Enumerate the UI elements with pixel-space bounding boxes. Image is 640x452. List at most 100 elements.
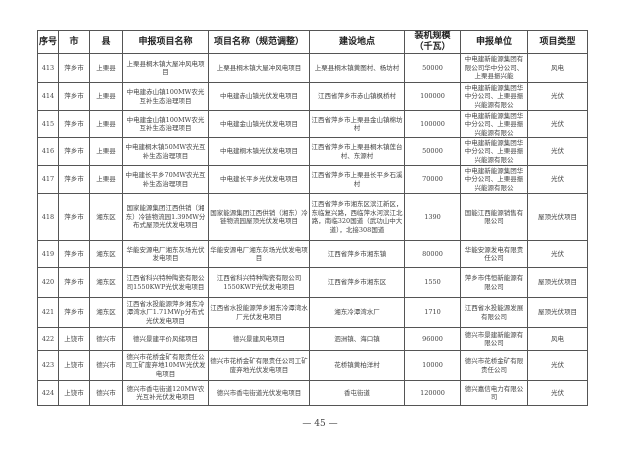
- cell-text: 50000: [422, 147, 443, 156]
- cell-text: 德兴市: [96, 334, 116, 343]
- cell-type: 屋顶光伏项目: [527, 193, 588, 241]
- cell-seq: 419: [37, 240, 59, 268]
- cell-text: 光伏: [551, 175, 564, 184]
- table-row: 421 萍乡市 湘东区 江西省水投能源萍乡湘东冷潭湾水厂1.71MWp分布式光伏发电项…: [37, 297, 588, 328]
- cell-location: 江西省萍乡市赤山镇枫桥村: [309, 82, 405, 111]
- page-number: — 45 —: [302, 419, 338, 429]
- cell-applicant: 江西省水投能源发展有限公司: [460, 297, 528, 328]
- cell-text: 光伏: [551, 361, 564, 370]
- table-row: 413 萍乡市 上栗县 上栗县桐木镇大屋冲风电项目 上栗县桐木镇大屋冲风电项目 上栗县桐木…: [37, 53, 588, 83]
- cell-applicant: 萍乡市伟恒新能源有限公司: [460, 267, 528, 298]
- cell-seq: 413: [37, 53, 59, 83]
- cell-text: 屋顶光伏项目: [538, 308, 577, 317]
- cell-text: 70000: [422, 175, 443, 184]
- cell-applicant: 德兴嘉信电力有限公司: [460, 380, 528, 406]
- cell-text: 萍乡市: [64, 278, 84, 287]
- cell-text: 江西省水投能源萍乡湘东冷潭湾水厂1.71MWp分布式光伏发电项目: [126, 299, 205, 325]
- header-applicant: 申报单位: [460, 30, 528, 54]
- cell-text: 415: [41, 119, 55, 128]
- cell-normalized-name: 中电建赤山镇光伏发电项目: [208, 82, 310, 111]
- cell-text: 424: [41, 388, 55, 397]
- cell-text: 上饶市: [64, 334, 84, 343]
- cell-city: 萍乡市: [58, 137, 90, 166]
- cell-text: 江西省萍乡市湘东镇: [327, 249, 387, 258]
- cell-type: 风电: [527, 327, 588, 351]
- cell-text: 德兴市景建新能源有限公司: [464, 330, 524, 348]
- cell-text: 96000: [422, 334, 443, 343]
- cell-capacity: 1550: [404, 267, 461, 298]
- cell-text: 416: [41, 147, 55, 156]
- cell-text: 1550: [424, 278, 441, 287]
- cell-text: 江西省萍乡市上栗县桐木镇莲台村、东源村: [311, 143, 403, 160]
- cell-seq: 424: [37, 380, 59, 406]
- cell-text: 花桥镇黄柏洋村: [334, 361, 380, 370]
- cell-text: 江西省萍乡市湘东区: [327, 278, 387, 287]
- cell-text: 萍乡市: [64, 147, 84, 156]
- cell-type: 屋顶光伏项目: [527, 267, 588, 298]
- cell-text: 德兴市花桥金矿有限责任公司工矿废弃地光伏发电项目: [210, 357, 308, 374]
- cell-text: 萍乡市: [64, 63, 84, 72]
- cell-city: 萍乡市: [58, 110, 90, 138]
- cell-city: 萍乡市: [58, 53, 90, 83]
- cell-normalized-name: 华能安源电厂湘东灰场光伏发电项目: [208, 240, 310, 268]
- cell-location: 江西省萍乡市湘东区滨江新区，东临复兴路，西临萍水河滨江北路，南临320国道（武功…: [309, 193, 405, 241]
- cell-applied-name: 国家能源集团江西供销（湘东）冷链物流园1.39MW分布式屋顶光伏发电项目: [122, 193, 209, 241]
- cell-city: 萍乡市: [58, 82, 90, 111]
- header-normalized-name: 项目名称（规范调整）: [208, 30, 310, 54]
- cell-text: 德兴市香屯街道光伏发电项目: [216, 388, 302, 397]
- cell-applied-name: 中电建长平乡70MW农光互补生态治理项目: [122, 165, 209, 194]
- cell-text: 萍乡市: [64, 119, 84, 128]
- table-row: 417 萍乡市 上栗县 中电建长平乡70MW农光互补生态治理项目 中电建长平乡光伏发电项…: [37, 165, 588, 194]
- cell-text: 420: [41, 278, 55, 287]
- cell-text: 100000: [420, 119, 445, 128]
- cell-text: 光伏: [551, 92, 564, 101]
- cell-capacity: 10000: [404, 350, 461, 381]
- cell-location: 泗洲镇、海口镇: [309, 327, 405, 351]
- cell-text: 100000: [420, 92, 445, 101]
- cell-type: 光伏: [527, 137, 588, 166]
- cell-normalized-name: 德兴市香屯街道光伏发电项目: [208, 380, 310, 406]
- cell-location: 江西省萍乡市上栗县金山镇棉坊村: [309, 110, 405, 138]
- header-location: 建设地点: [309, 30, 405, 54]
- cell-text: 50000: [422, 63, 443, 72]
- cell-text: 萍乡市: [64, 92, 84, 101]
- cell-text: 中电建新能源集团有限公司华中分公司、上栗县振兴能: [464, 55, 524, 81]
- cell-text: 421: [41, 308, 55, 317]
- cell-text: 华能安源发电有限责任公司: [464, 245, 524, 263]
- cell-text: 上栗县: [96, 63, 116, 72]
- cell-location: 江西省萍乡市上栗县桐木镇莲台村、东源村: [309, 137, 405, 166]
- cell-city: 萍乡市: [58, 193, 90, 241]
- cell-text: 华能安源电厂湘东灰场光伏发电项目: [210, 245, 308, 263]
- cell-capacity: 96000: [404, 327, 461, 351]
- cell-text: 湘东区: [96, 249, 116, 258]
- cell-text: 德兴景建风电项目: [233, 334, 285, 343]
- cell-text: 风电: [551, 63, 564, 72]
- cell-seq: 418: [37, 193, 59, 241]
- table-row: 424 上饶市 德兴市 德兴市香屯街道120MW农光互补光伏发电项目 德兴市香屯街道光伏…: [37, 380, 588, 406]
- cell-county: 上栗县: [89, 82, 123, 111]
- cell-text: 泗洲镇、海口镇: [334, 334, 380, 343]
- table-row: 423 上饶市 德兴市 德兴市花桥金矿有限责任公司工矿废弃地10MW光伏发电项目 德兴市…: [37, 350, 588, 381]
- cell-text: 80000: [422, 249, 443, 258]
- cell-text: 德兴市: [96, 361, 116, 370]
- cell-location: 湘东冷潭湾水厂: [309, 297, 405, 328]
- cell-applied-name: 上栗县桐木镇大屋冲风电项目: [122, 53, 209, 83]
- cell-text: 国家能源集团江西供销（湘东）冷链物流园1.39MW分布式屋顶光伏发电项目: [125, 204, 206, 230]
- cell-text: 萍乡市: [64, 308, 84, 317]
- cell-text: 422: [41, 334, 55, 343]
- cell-text: 10000: [422, 361, 443, 370]
- cell-location: 香屯街道: [309, 380, 405, 406]
- cell-text: 江西省萍乡市上栗县长平乡石溪村: [311, 171, 403, 188]
- cell-normalized-name: 中电建长平乡光伏发电项目: [208, 165, 310, 194]
- cell-normalized-name: 德兴市花桥金矿有限责任公司工矿废弃地光伏发电项目: [208, 350, 310, 381]
- cell-county: 德兴市: [89, 327, 123, 351]
- cell-county: 德兴市: [89, 350, 123, 381]
- cell-applicant: 中电建新能源集团华中分公司、上栗县振兴能源有限公: [460, 137, 528, 166]
- cell-type: 光伏: [527, 350, 588, 381]
- cell-county: 上栗县: [89, 137, 123, 166]
- table-row: 422 上饶市 德兴市 德兴景建平价风储项目 德兴景建风电项目 泗洲镇、海口镇 96000 德…: [37, 327, 588, 351]
- cell-county: 德兴市: [89, 380, 123, 406]
- cell-normalized-name: 江西省水投能源萍乡湘东冷潭湾水厂光伏发电项目: [208, 297, 310, 328]
- cell-text: 湘东冷潭湾水厂: [334, 308, 380, 317]
- cell-text: 中电建金山镇光伏发电项目: [220, 119, 298, 128]
